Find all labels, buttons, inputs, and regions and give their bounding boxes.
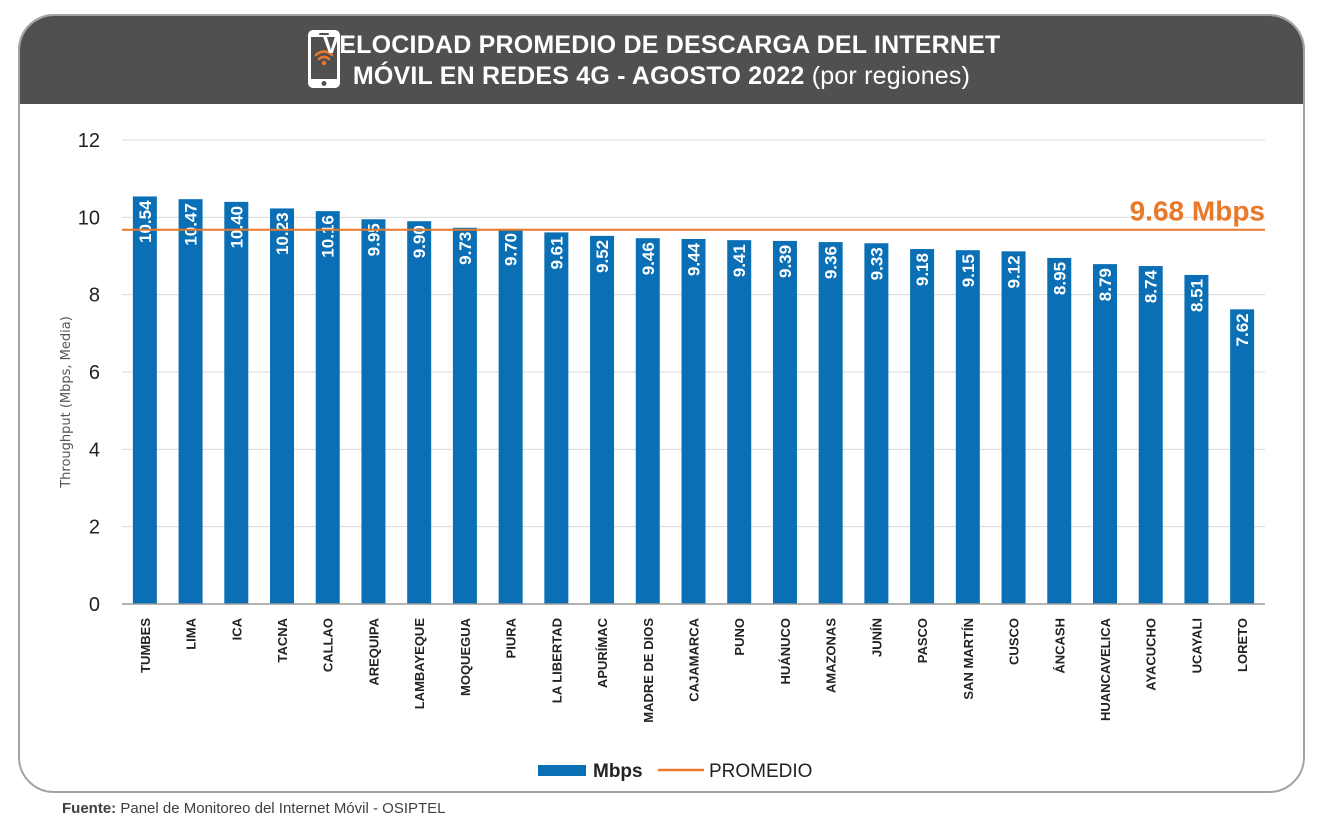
x-tick-label: LA LIBERTAD: [549, 618, 564, 703]
x-tick-label: LORETO: [1235, 618, 1250, 672]
x-tick-label: ÁNCASH: [1052, 618, 1067, 674]
x-tick-label: TUMBES: [138, 618, 153, 673]
x-tick-label: JUNÍN: [869, 618, 884, 657]
x-tick-label: TACNA: [275, 617, 290, 662]
bar: [727, 240, 752, 604]
source-note: Fuente: Panel de Monitoreo del Internet …: [62, 800, 446, 817]
bar: [910, 249, 935, 605]
x-tick-label: CALLAO: [321, 618, 336, 672]
bar-value-label: 9.15: [959, 254, 978, 287]
bar-value-label: 9.73: [456, 232, 475, 265]
bar: [590, 235, 615, 605]
bar: [132, 196, 157, 604]
bar-value-label: 9.33: [867, 247, 886, 280]
x-tick-label: AREQUIPA: [366, 617, 381, 685]
x-tick-label: CUSCO: [1007, 618, 1022, 665]
bar-value-label: 9.52: [593, 240, 612, 273]
x-tick-label: MADRE DE DIOS: [641, 618, 656, 723]
bar: [361, 219, 386, 604]
legend-line-label: PROMEDIO: [709, 761, 812, 782]
bar: [772, 240, 797, 605]
bar-value-label: 8.51: [1187, 279, 1206, 312]
x-tick-label: ICA: [229, 617, 244, 640]
bar-value-label: 9.70: [502, 233, 521, 266]
y-tick-label: 10: [78, 207, 100, 229]
x-tick-label: SAN MARTÍN: [961, 618, 976, 700]
bar-value-label: 9.18: [913, 253, 932, 286]
chart-title-main: MÓVIL EN REDES 4G - AGOSTO 2022: [352, 62, 805, 90]
x-tick-label: PUNO: [732, 618, 747, 656]
chart-title-line-1: VELOCIDAD PROMEDIO DE DESCARGA DEL INTER…: [322, 31, 1001, 59]
y-axis-title: Throughput (Mbps, Media): [59, 316, 74, 489]
legend-bar-label: Mbps: [593, 761, 643, 782]
bar-value-label: 9.90: [410, 225, 429, 258]
x-tick-label: AYACUCHO: [1144, 618, 1159, 691]
bar-chart: 0 2 4 6 8 10 12 Throughput (Mbps, Media) 10.54 TU…: [59, 130, 1265, 782]
chart-title-suffix: (por regiones): [811, 62, 971, 90]
bar: [635, 238, 660, 605]
x-tick-label: UCAYALI: [1189, 618, 1204, 673]
bar: [818, 242, 843, 604]
y-tick-label: 8: [89, 285, 100, 307]
bar: [270, 208, 295, 604]
bar-value-label: 9.95: [364, 223, 383, 256]
bar: [1001, 251, 1026, 605]
bar-value-label: 10.47: [182, 203, 201, 246]
x-tick-label: LIMA: [184, 617, 199, 649]
bar: [955, 250, 980, 604]
y-tick-label: 12: [78, 130, 100, 152]
x-tick-label: APURÍMAC: [595, 617, 610, 688]
bar: [544, 232, 569, 604]
bar: [681, 238, 706, 604]
chart-header: VELOCIDAD PROMEDIO DE DESCARGA DEL INTER…: [20, 16, 1303, 104]
legend-bar-swatch: [538, 765, 586, 776]
x-tick-label: CAJAMARCA: [687, 617, 702, 701]
bar: [178, 199, 203, 604]
x-tick-label: LAMBAYEQUE: [412, 618, 427, 710]
bar-value-label: 9.46: [639, 242, 658, 275]
bar: [864, 243, 889, 605]
x-tick-label: HUANCAVELICA: [1098, 617, 1113, 721]
x-tick-label: PIURA: [504, 617, 519, 658]
bar: [1138, 266, 1163, 604]
x-tick-label: PASCO: [915, 618, 930, 663]
bar-value-label: 10.23: [273, 212, 292, 255]
x-tick-label: AMAZONAS: [824, 618, 839, 693]
bar-value-label: 8.74: [1142, 270, 1161, 304]
bar-value-label: 9.12: [1005, 255, 1024, 288]
bar: [452, 227, 477, 605]
bar: [498, 228, 523, 604]
bar: [315, 211, 340, 604]
x-tick-label: MOQUEGUA: [458, 617, 473, 696]
source-label: Fuente:: [62, 800, 117, 817]
bar-value-label: 8.95: [1050, 262, 1069, 295]
y-tick-label: 6: [89, 362, 100, 384]
bar-value-label: 9.61: [547, 236, 566, 269]
y-tick-label: 2: [89, 517, 100, 539]
bar: [1047, 257, 1072, 604]
bar: [224, 201, 249, 604]
bar-value-label: 10.16: [319, 215, 338, 258]
x-tick-label: HUÁNUCO: [778, 618, 793, 684]
bar-value-label: 10.40: [227, 206, 246, 249]
average-label: 9.68 Mbps: [1130, 196, 1265, 227]
bar-value-label: 9.36: [822, 246, 841, 279]
bar-value-label: 9.41: [730, 244, 749, 277]
mobile-phone-wifi-icon: [308, 30, 340, 88]
bar: [407, 221, 432, 604]
bar-value-label: 7.62: [1233, 313, 1252, 346]
chart-title-line-2: MÓVIL EN REDES 4G - AGOSTO 2022 (por reg…: [20, 61, 1303, 92]
bar: [1092, 264, 1117, 604]
source-text: Panel de Monitoreo del Internet Móvil - …: [120, 800, 446, 817]
bar: [1230, 309, 1255, 604]
y-tick-label: 0: [89, 594, 100, 616]
bar-value-label: 10.54: [136, 200, 155, 243]
y-tick-label: 4: [89, 439, 100, 461]
bar: [1184, 274, 1209, 604]
bar-value-label: 8.79: [1096, 268, 1115, 301]
bar-value-label: 9.44: [685, 242, 704, 276]
bar-value-label: 9.39: [776, 245, 795, 278]
